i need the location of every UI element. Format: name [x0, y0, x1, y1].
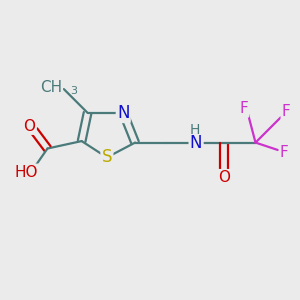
Text: F: F — [282, 104, 290, 119]
Text: F: F — [239, 101, 248, 116]
Text: O: O — [218, 170, 230, 185]
Text: HO: HO — [15, 165, 38, 180]
Text: F: F — [280, 146, 289, 160]
Text: N: N — [117, 104, 130, 122]
Text: N: N — [190, 134, 202, 152]
Text: O: O — [24, 119, 36, 134]
Text: CH: CH — [40, 80, 62, 95]
Text: H: H — [189, 123, 200, 137]
Text: 3: 3 — [70, 86, 77, 96]
Text: S: S — [102, 148, 112, 166]
